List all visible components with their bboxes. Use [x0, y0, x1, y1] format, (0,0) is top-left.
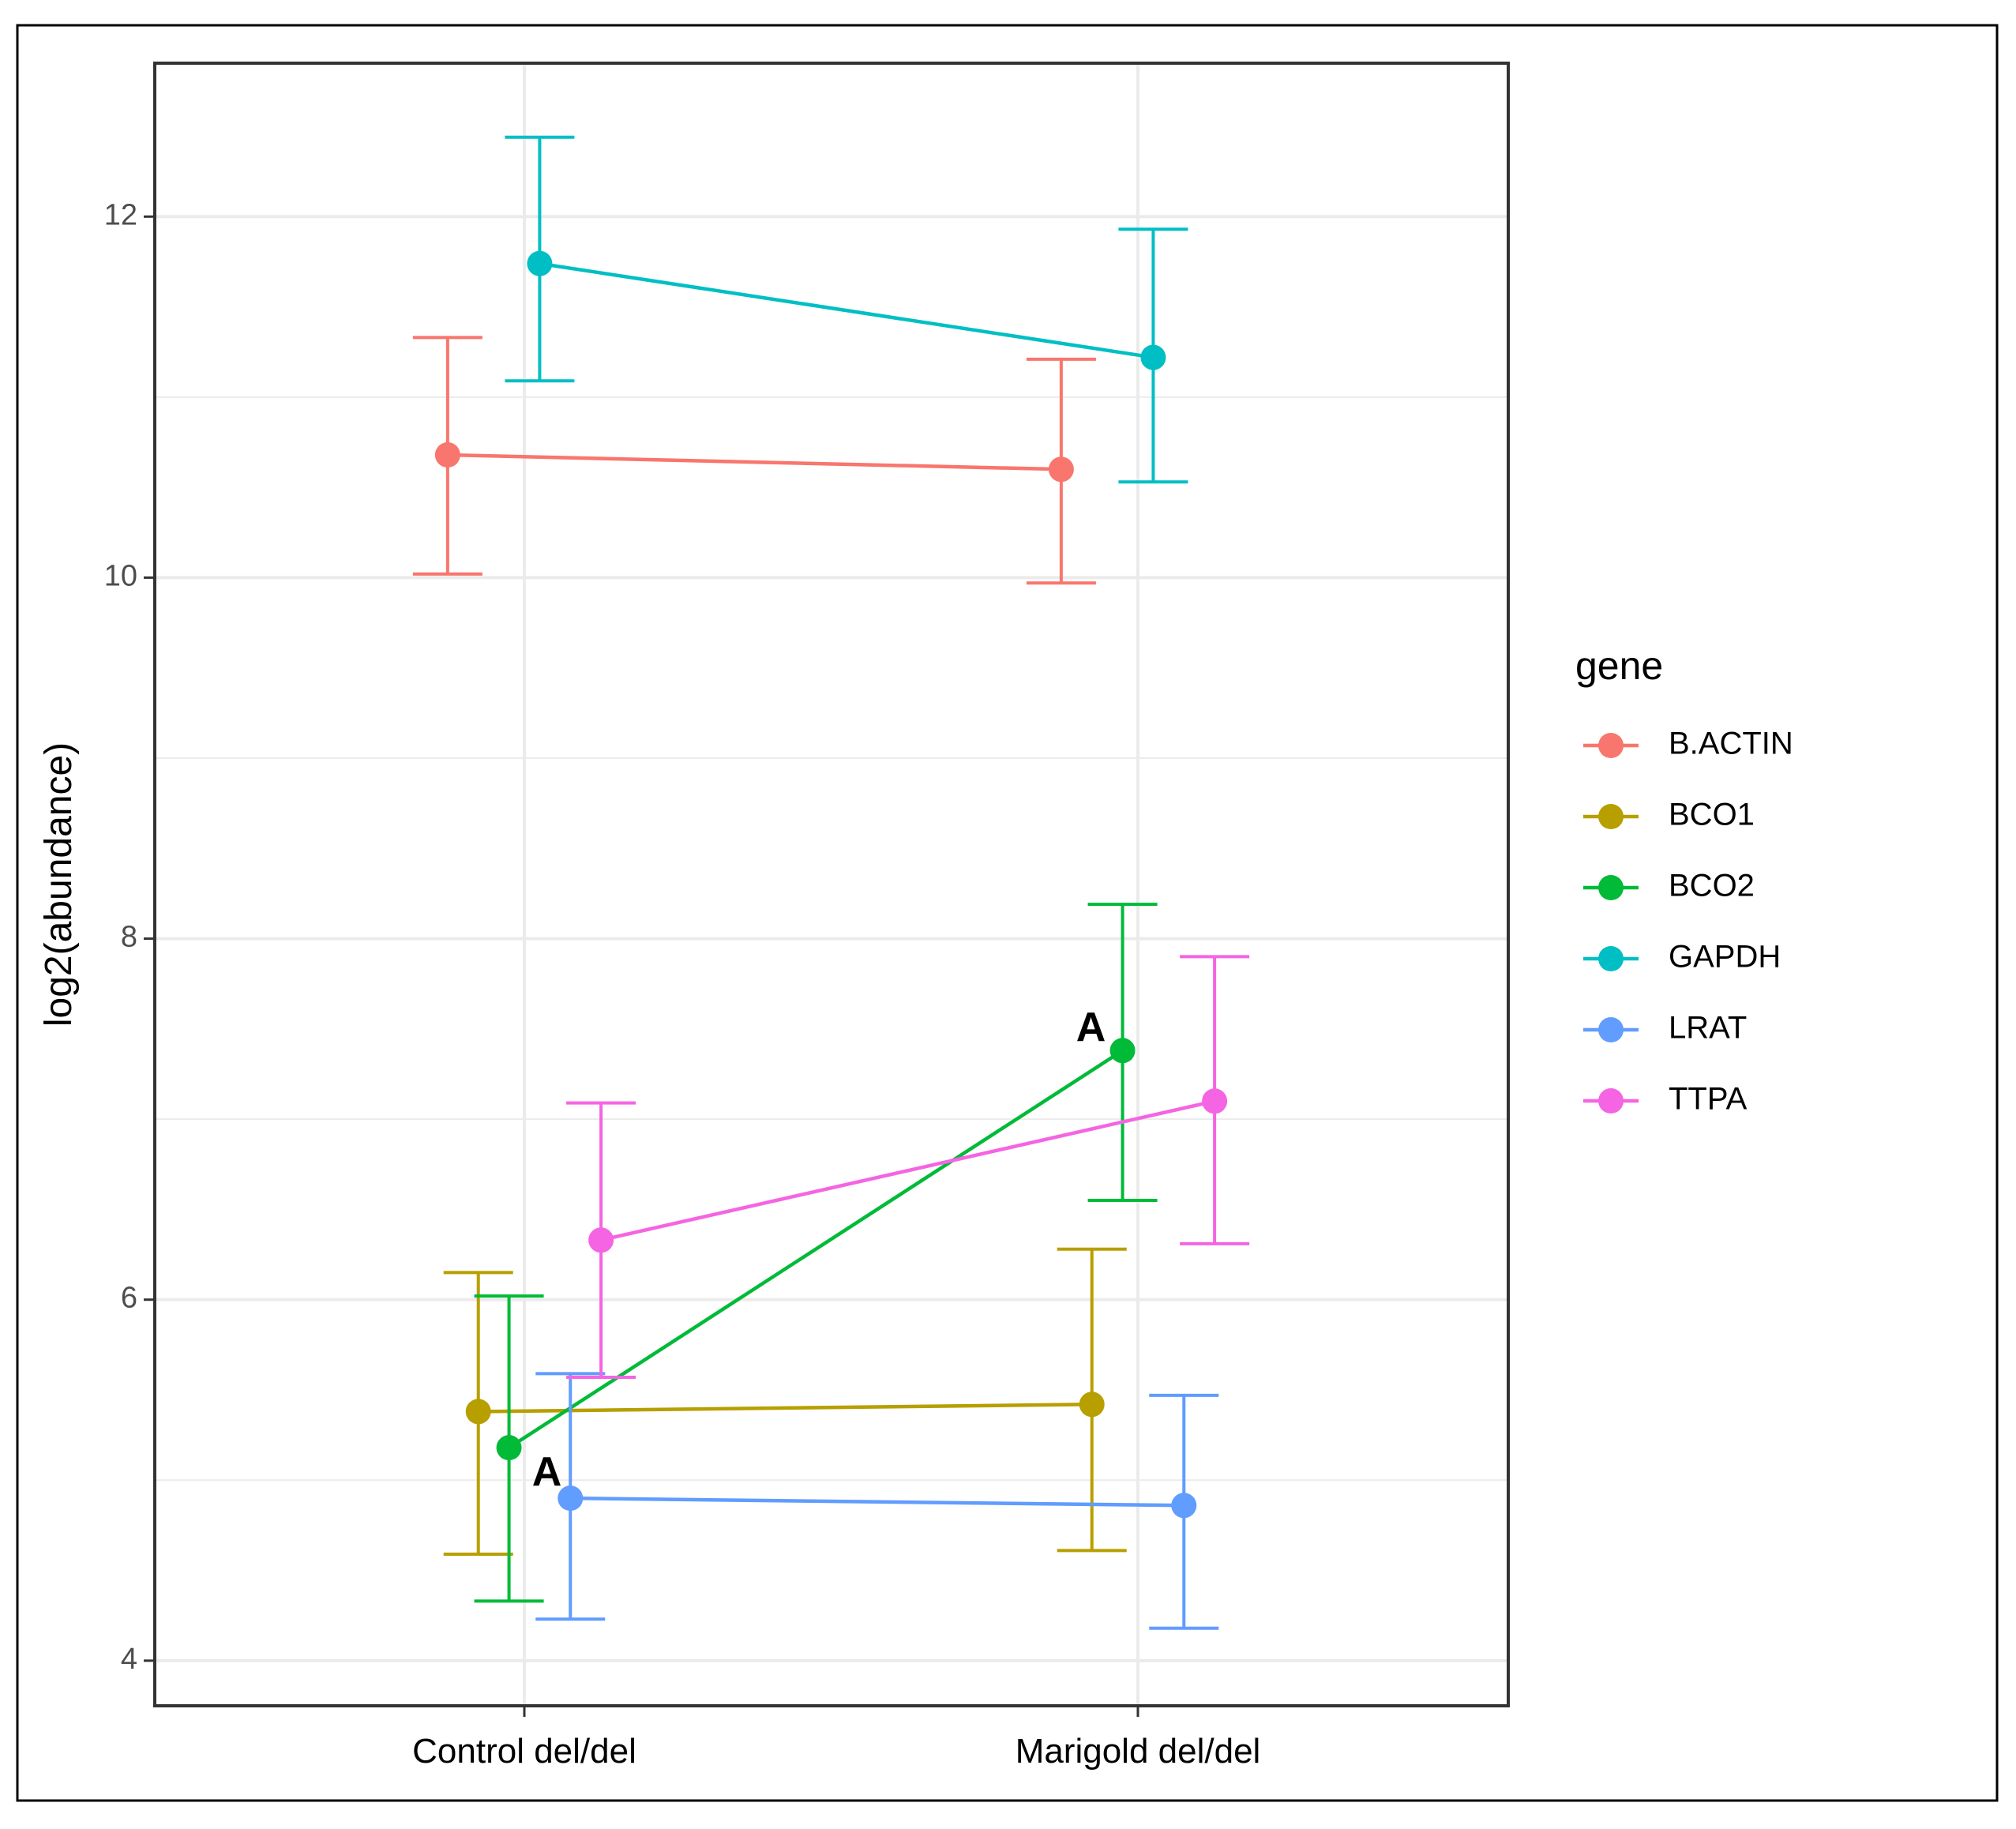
- legend-label-bco2: BCO2: [1669, 869, 1755, 903]
- data-point-lrat: [557, 1485, 584, 1512]
- y-tick-label: 12: [104, 198, 137, 231]
- data-point-bco2: [1109, 1038, 1136, 1064]
- series-line-gapdh: [539, 261, 1154, 359]
- data-point-gapdh: [1140, 344, 1166, 370]
- y-tick-label: 8: [121, 921, 137, 954]
- panel-border: [153, 62, 1510, 1707]
- data-point-gapdh: [527, 250, 553, 276]
- x-tick-label: Control del/del: [412, 1732, 636, 1771]
- y-axis-title: log2(abundance): [38, 742, 80, 1027]
- plot-panel: [155, 63, 1508, 1706]
- series-line-lrat: [570, 1496, 1184, 1508]
- legend-label-gapdh: GAPDH: [1669, 940, 1781, 975]
- legend-key-point-lrat: [1598, 1017, 1624, 1042]
- y-tick-label: 4: [121, 1643, 137, 1676]
- legend-title: gene: [1575, 644, 1663, 688]
- annotation-label: A: [1076, 1005, 1106, 1050]
- series-line-bco1: [478, 1403, 1092, 1414]
- data-point-ttpa: [1202, 1088, 1228, 1114]
- series-line-ttpa: [600, 1099, 1215, 1242]
- data-point-b-actin: [434, 442, 460, 468]
- annotation-label: A: [532, 1449, 562, 1495]
- data-point-bco1: [465, 1399, 491, 1425]
- data-point-bco2: [496, 1435, 522, 1461]
- data-point-bco1: [1079, 1391, 1105, 1418]
- y-tick-label: 6: [121, 1282, 137, 1315]
- legend-key-point-b-actin: [1598, 733, 1624, 758]
- y-tick-label: 10: [104, 559, 137, 592]
- legend-label-lrat: LRAT: [1669, 1011, 1747, 1046]
- legend-key-point-bco1: [1598, 804, 1624, 829]
- series-line-bco2: [508, 1049, 1124, 1450]
- data-point-b-actin: [1048, 456, 1074, 483]
- legend-label-ttpa: TTPA: [1669, 1082, 1748, 1117]
- legend-key-point-bco2: [1598, 875, 1624, 900]
- series-line-b-actin: [447, 453, 1061, 471]
- legend-label-b-actin: B.ACTIN: [1669, 727, 1793, 761]
- legend-key-point-ttpa: [1598, 1088, 1624, 1114]
- data-point-lrat: [1171, 1493, 1197, 1519]
- x-tick-label: Marigold del/del: [1016, 1732, 1261, 1771]
- legend-label-bco1: BCO1: [1669, 798, 1755, 832]
- legend-key-point-gapdh: [1598, 946, 1624, 971]
- data-point-ttpa: [588, 1227, 614, 1253]
